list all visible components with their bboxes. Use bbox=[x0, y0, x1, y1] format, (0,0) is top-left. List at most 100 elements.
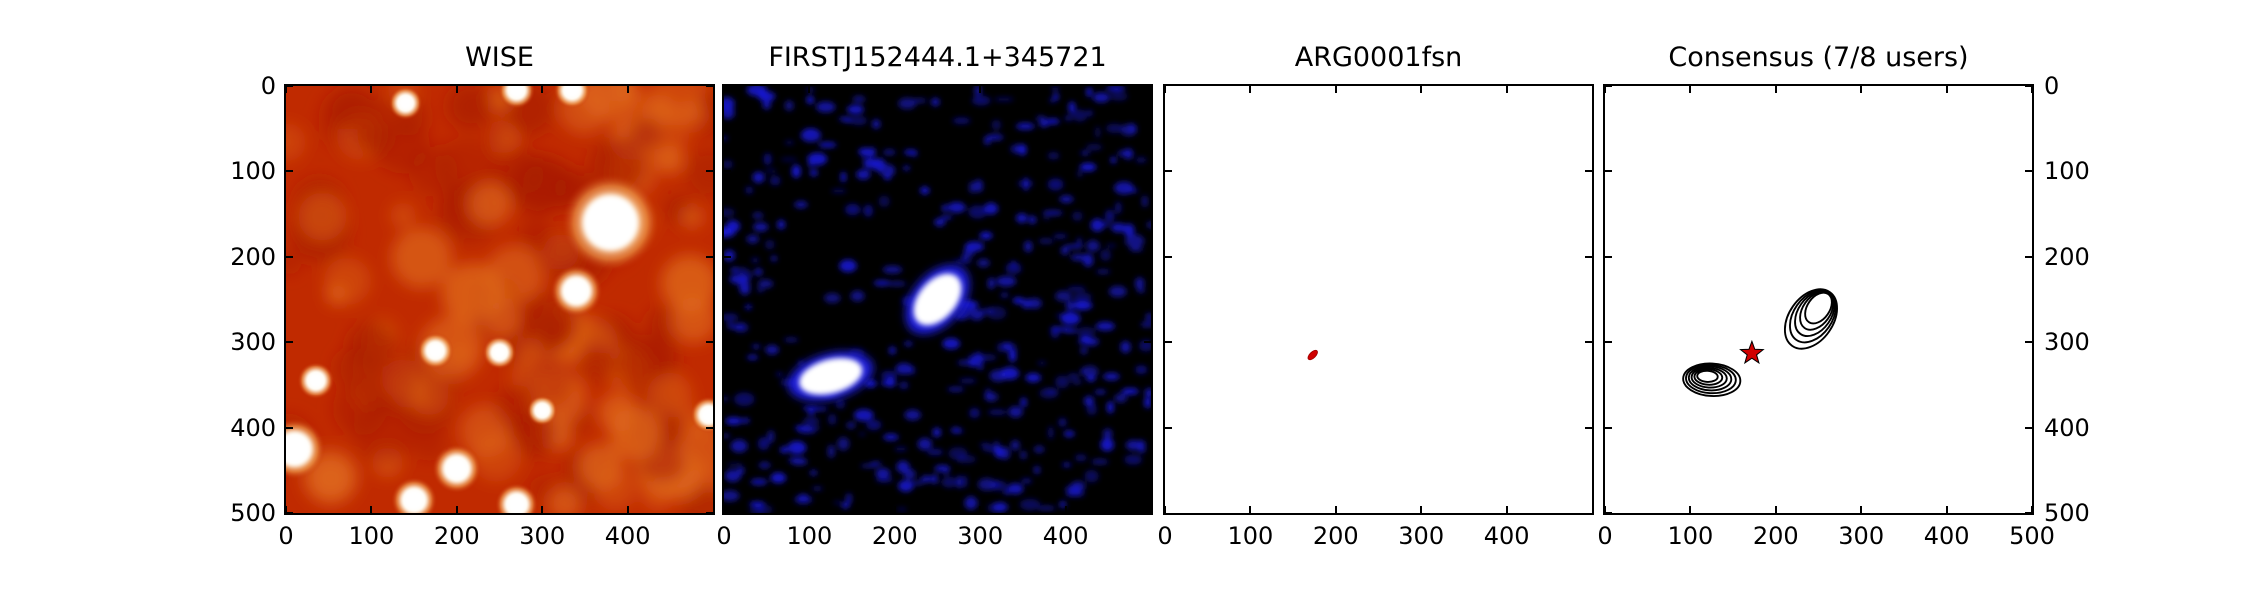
user-host-marker bbox=[1307, 349, 1318, 361]
first-noise-blob bbox=[896, 460, 910, 474]
consensus-panel bbox=[1603, 84, 2034, 515]
wise-background-texture bbox=[485, 245, 545, 305]
first-noise-blob bbox=[1143, 396, 1151, 409]
first-noise-blob bbox=[941, 204, 948, 212]
first-noise-blob bbox=[1021, 298, 1031, 309]
x-tick-label: 500 bbox=[2009, 522, 2055, 550]
first-noise-blob bbox=[852, 95, 866, 103]
x-tick-label: 400 bbox=[1923, 522, 1970, 550]
first-noise-blob bbox=[1104, 209, 1115, 223]
first-noise-blob bbox=[1055, 375, 1070, 389]
panel-title-wise: WISE bbox=[465, 42, 534, 73]
first-noise-blob bbox=[724, 434, 731, 438]
x-tick-label: 0 bbox=[278, 522, 294, 550]
first-noise-blob bbox=[1080, 151, 1091, 156]
first-noise-blob bbox=[1071, 380, 1083, 384]
wise-background-texture bbox=[679, 102, 708, 132]
first-noise-blob bbox=[1058, 417, 1067, 427]
y-tick-label: 500 bbox=[2044, 499, 2090, 527]
first-noise-blob bbox=[953, 258, 973, 265]
first-noise-blob bbox=[920, 475, 934, 483]
first-noise-blob bbox=[1053, 92, 1059, 101]
first-noise-blob bbox=[1067, 286, 1086, 292]
x-tick-label: 0 bbox=[1597, 522, 1613, 550]
first-noise-blob bbox=[1045, 118, 1060, 125]
first-noise-blob bbox=[1051, 86, 1060, 91]
first-noise-blob bbox=[1086, 109, 1094, 117]
first-noise-blob bbox=[942, 338, 960, 350]
first-noise-blob bbox=[757, 279, 774, 289]
x-tick-label: 0 bbox=[716, 522, 732, 550]
first-noise-blob bbox=[987, 409, 1008, 416]
first-noise-blob bbox=[844, 203, 861, 216]
consensus-plot bbox=[1682, 288, 1838, 397]
y-tick-label: 300 bbox=[230, 328, 276, 357]
first-noise-blob bbox=[764, 168, 777, 173]
first-noise-blob bbox=[725, 417, 743, 426]
first-noise-blob bbox=[962, 475, 968, 488]
first-noise-blob bbox=[730, 267, 740, 274]
wise-background-texture bbox=[535, 308, 575, 349]
first-noise-blob bbox=[811, 486, 823, 491]
panel-title-user: ARG0001fsn bbox=[1294, 42, 1463, 73]
first-noise-blob bbox=[903, 149, 918, 156]
first-noise-blob bbox=[1008, 406, 1023, 418]
first-image-panel bbox=[722, 84, 1153, 515]
first-noise-blob bbox=[724, 313, 739, 322]
first-noise-blob bbox=[875, 477, 894, 483]
wise-background-texture bbox=[298, 192, 347, 241]
first-noise-blob bbox=[765, 344, 779, 355]
wise-background-texture bbox=[348, 322, 395, 369]
first-noise-blob bbox=[816, 101, 836, 113]
first-noise-blob bbox=[1084, 469, 1099, 483]
first-noise-blob bbox=[763, 153, 772, 166]
first-noise-blob bbox=[1015, 213, 1028, 224]
first-noise-blob bbox=[956, 475, 963, 489]
wise-background-texture bbox=[681, 206, 703, 228]
y-tick-label: 100 bbox=[230, 157, 276, 186]
first-noise-blob bbox=[809, 469, 818, 476]
panel-title-first: FIRSTJ152444.1+345721 bbox=[768, 42, 1107, 73]
wise-background-texture bbox=[485, 126, 509, 150]
x-tick-label: 200 bbox=[1752, 522, 1799, 550]
wise-source bbox=[396, 93, 415, 113]
first-noise-blob bbox=[733, 392, 755, 406]
first-noise-blob bbox=[971, 95, 991, 106]
first-noise-blob bbox=[1064, 115, 1073, 122]
wise-source bbox=[561, 86, 583, 101]
first-noise-blob bbox=[987, 133, 1004, 141]
first-noise-blob bbox=[846, 421, 856, 429]
consensus-host-star bbox=[1739, 339, 1765, 365]
wise-background-texture bbox=[608, 405, 664, 461]
first-noise-blob bbox=[917, 438, 933, 451]
first-noise-blob bbox=[803, 129, 817, 133]
first-noise-blob bbox=[724, 105, 735, 120]
first-noise-blob bbox=[987, 277, 996, 290]
wise-background-texture bbox=[309, 457, 353, 500]
x-tick-label: 300 bbox=[957, 522, 1004, 550]
x-tick-label: 100 bbox=[348, 522, 395, 550]
first-noise-blob bbox=[827, 444, 836, 459]
first-noise-blob bbox=[1126, 188, 1139, 193]
wise-source bbox=[401, 487, 427, 513]
first-noise-blob bbox=[1081, 365, 1099, 378]
wise-source bbox=[504, 492, 529, 513]
first-noise-blob bbox=[783, 338, 799, 342]
first-noise-blob bbox=[858, 147, 873, 156]
y-tick-label: 200 bbox=[2044, 242, 2090, 271]
wise-background-texture bbox=[577, 443, 624, 490]
first-noise-blob bbox=[1061, 462, 1072, 467]
y-tick-label: 400 bbox=[230, 413, 276, 442]
first-noise-blob bbox=[858, 432, 866, 436]
first-noise-blob bbox=[896, 507, 907, 512]
first-noise-blob bbox=[787, 457, 807, 463]
first-noise-blob bbox=[1007, 483, 1024, 495]
first-noise-blob bbox=[1090, 218, 1104, 232]
first-noise-blob bbox=[1025, 373, 1042, 383]
first-noise-blob bbox=[776, 372, 783, 377]
first-noise-blob bbox=[807, 161, 814, 168]
wise-background-texture bbox=[390, 202, 417, 229]
wise-background-texture bbox=[447, 86, 494, 130]
first-noise-blob bbox=[996, 342, 1008, 353]
